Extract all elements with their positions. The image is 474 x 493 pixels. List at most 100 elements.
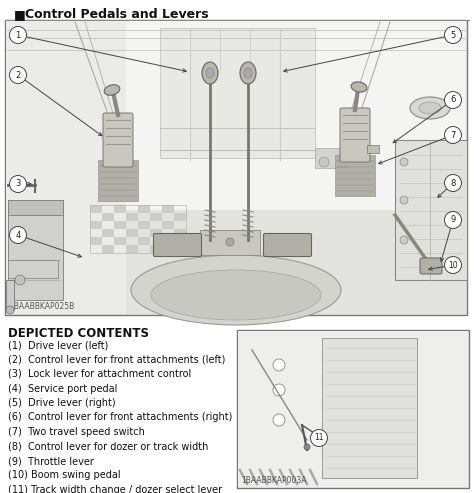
Circle shape bbox=[400, 196, 408, 204]
Bar bbox=[6, 210, 466, 314]
Text: (8)  Control lever for dozer or track width: (8) Control lever for dozer or track wid… bbox=[8, 442, 209, 452]
Circle shape bbox=[9, 67, 27, 83]
Text: (6)  Control lever for front attachments (right): (6) Control lever for front attachments … bbox=[8, 413, 232, 423]
Ellipse shape bbox=[151, 270, 321, 320]
Bar bbox=[8, 260, 58, 278]
Bar bbox=[174, 229, 186, 237]
Text: 5: 5 bbox=[450, 31, 456, 39]
Bar bbox=[238, 331, 468, 487]
Bar bbox=[114, 205, 126, 213]
Circle shape bbox=[400, 236, 408, 244]
Text: (4)  Service port pedal: (4) Service port pedal bbox=[8, 384, 118, 393]
Bar bbox=[6, 280, 14, 310]
Bar bbox=[90, 205, 102, 213]
Bar bbox=[102, 245, 114, 253]
Bar bbox=[8, 200, 63, 215]
Bar bbox=[335, 155, 375, 160]
Circle shape bbox=[273, 384, 285, 396]
Bar bbox=[335, 167, 375, 172]
Bar bbox=[98, 172, 138, 177]
Bar bbox=[150, 245, 162, 253]
Circle shape bbox=[400, 158, 408, 166]
Text: (9)  Throttle lever: (9) Throttle lever bbox=[8, 456, 94, 466]
Bar bbox=[98, 160, 138, 165]
Bar bbox=[126, 213, 138, 221]
Bar bbox=[90, 221, 102, 229]
Bar bbox=[315, 148, 345, 168]
Text: 7: 7 bbox=[450, 131, 456, 140]
Circle shape bbox=[445, 92, 462, 108]
Bar bbox=[150, 213, 162, 221]
FancyBboxPatch shape bbox=[340, 108, 370, 162]
Text: 1BAABBKAP003A: 1BAABBKAP003A bbox=[241, 476, 307, 485]
Circle shape bbox=[319, 157, 329, 167]
Bar bbox=[8, 200, 63, 300]
Circle shape bbox=[9, 226, 27, 244]
Bar bbox=[98, 184, 138, 189]
Bar bbox=[322, 338, 417, 478]
Text: DEPICTED CONTENTS: DEPICTED CONTENTS bbox=[8, 327, 149, 340]
FancyBboxPatch shape bbox=[264, 234, 311, 256]
Text: 11: 11 bbox=[314, 433, 324, 443]
FancyBboxPatch shape bbox=[420, 258, 442, 274]
Bar bbox=[6, 21, 126, 314]
Circle shape bbox=[445, 175, 462, 191]
Bar bbox=[114, 237, 126, 245]
Ellipse shape bbox=[202, 62, 218, 84]
Text: 9: 9 bbox=[450, 215, 456, 224]
Bar bbox=[160, 28, 315, 158]
Text: 1: 1 bbox=[15, 31, 21, 39]
Text: 4: 4 bbox=[15, 231, 21, 240]
Text: (3)  Lock lever for attachment control: (3) Lock lever for attachment control bbox=[8, 369, 191, 379]
Text: (1)  Drive lever (left): (1) Drive lever (left) bbox=[8, 340, 109, 350]
Bar bbox=[102, 213, 114, 221]
FancyBboxPatch shape bbox=[103, 113, 133, 167]
Circle shape bbox=[273, 414, 285, 426]
Bar bbox=[174, 213, 186, 221]
Text: 1BAABBKAP025B: 1BAABBKAP025B bbox=[9, 302, 74, 311]
Ellipse shape bbox=[131, 255, 341, 325]
Bar bbox=[367, 145, 379, 153]
Bar bbox=[114, 221, 126, 229]
Text: (10) Boom swing pedal: (10) Boom swing pedal bbox=[8, 470, 120, 481]
Circle shape bbox=[226, 238, 234, 246]
Bar bbox=[395, 140, 467, 280]
Text: ■: ■ bbox=[14, 8, 26, 21]
Bar bbox=[98, 166, 138, 171]
Ellipse shape bbox=[351, 82, 367, 92]
Bar bbox=[6, 21, 466, 314]
Text: 2: 2 bbox=[15, 70, 21, 79]
Bar bbox=[102, 229, 114, 237]
Bar bbox=[174, 245, 186, 253]
Ellipse shape bbox=[104, 85, 120, 95]
Bar bbox=[162, 221, 174, 229]
Bar bbox=[5, 20, 467, 315]
Circle shape bbox=[445, 27, 462, 43]
Text: 6: 6 bbox=[450, 96, 456, 105]
Ellipse shape bbox=[206, 68, 214, 78]
Bar bbox=[150, 229, 162, 237]
Circle shape bbox=[304, 444, 310, 450]
Ellipse shape bbox=[410, 97, 450, 119]
Text: 3: 3 bbox=[15, 179, 21, 188]
Bar bbox=[98, 178, 138, 183]
Bar bbox=[90, 237, 102, 245]
FancyBboxPatch shape bbox=[154, 234, 201, 256]
Bar bbox=[90, 205, 186, 253]
Text: (11) Track width change / dozer select lever: (11) Track width change / dozer select l… bbox=[8, 485, 222, 493]
Bar bbox=[126, 245, 138, 253]
Bar bbox=[162, 237, 174, 245]
Circle shape bbox=[445, 256, 462, 274]
Circle shape bbox=[445, 211, 462, 228]
Circle shape bbox=[9, 176, 27, 192]
Text: (7)  Two travel speed switch: (7) Two travel speed switch bbox=[8, 427, 145, 437]
Text: (2)  Control lever for front attachments (left): (2) Control lever for front attachments … bbox=[8, 354, 225, 364]
Bar bbox=[98, 196, 138, 201]
Circle shape bbox=[445, 127, 462, 143]
Bar bbox=[162, 205, 174, 213]
Ellipse shape bbox=[240, 62, 256, 84]
Bar bbox=[335, 161, 375, 166]
Text: Control Pedals and Levers: Control Pedals and Levers bbox=[25, 8, 209, 21]
Text: (5)  Drive lever (right): (5) Drive lever (right) bbox=[8, 398, 116, 408]
Bar bbox=[335, 191, 375, 196]
